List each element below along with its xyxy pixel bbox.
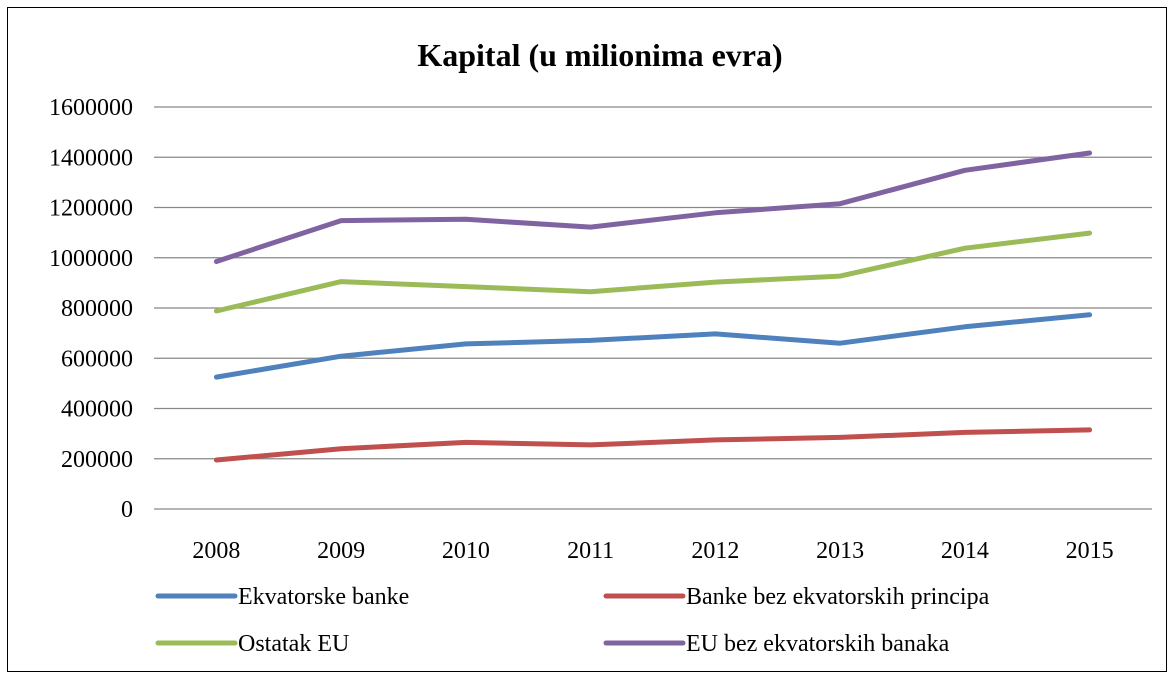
x-axis-ticks: 2008 2009 2010 2011 2012 2013 2014 2015 xyxy=(192,538,1113,564)
y-tick-label: 1400000 xyxy=(49,145,133,171)
x-tick-label: 2015 xyxy=(1066,538,1114,564)
series-lines xyxy=(213,150,1093,463)
x-tick-label: 2009 xyxy=(317,538,365,564)
series-line-4 xyxy=(213,150,1093,264)
legend-label-3: Ostatak EU xyxy=(238,631,349,657)
y-tick-label: 1200000 xyxy=(49,196,133,222)
chart-title: Kapital (u milionima evra) xyxy=(417,37,782,73)
x-tick-label: 2010 xyxy=(442,538,490,564)
y-tick-label: 800000 xyxy=(61,296,133,322)
x-tick-label: 2013 xyxy=(816,538,864,564)
y-axis-ticks: 0 200000 400000 600000 800000 1000000 1200000 1… xyxy=(49,95,133,523)
y-tick-label: 200000 xyxy=(61,447,133,473)
gridlines xyxy=(154,106,1152,510)
x-tick-label: 2012 xyxy=(691,538,739,564)
legend-label-4: EU bez ekvatorskih banaka xyxy=(686,631,950,657)
x-tick-label: 2014 xyxy=(941,538,989,564)
series-line-3 xyxy=(213,230,1093,314)
legend-label-2: Banke bez ekvatorskih principa xyxy=(686,584,990,610)
x-tick-label: 2011 xyxy=(567,538,614,564)
y-tick-label: 600000 xyxy=(61,346,133,372)
legend: Ekvatorske banke Banke bez ekvatorskih pr… xyxy=(155,584,990,657)
legend-label-1: Ekvatorske banke xyxy=(238,584,409,610)
y-tick-label: 0 xyxy=(121,497,133,523)
y-tick-label: 1600000 xyxy=(49,95,133,121)
series-line-1 xyxy=(213,312,1093,380)
series-line-2 xyxy=(213,427,1093,463)
y-tick-label: 400000 xyxy=(61,397,133,423)
x-tick-label: 2008 xyxy=(192,538,240,564)
y-tick-label: 1000000 xyxy=(49,246,133,272)
